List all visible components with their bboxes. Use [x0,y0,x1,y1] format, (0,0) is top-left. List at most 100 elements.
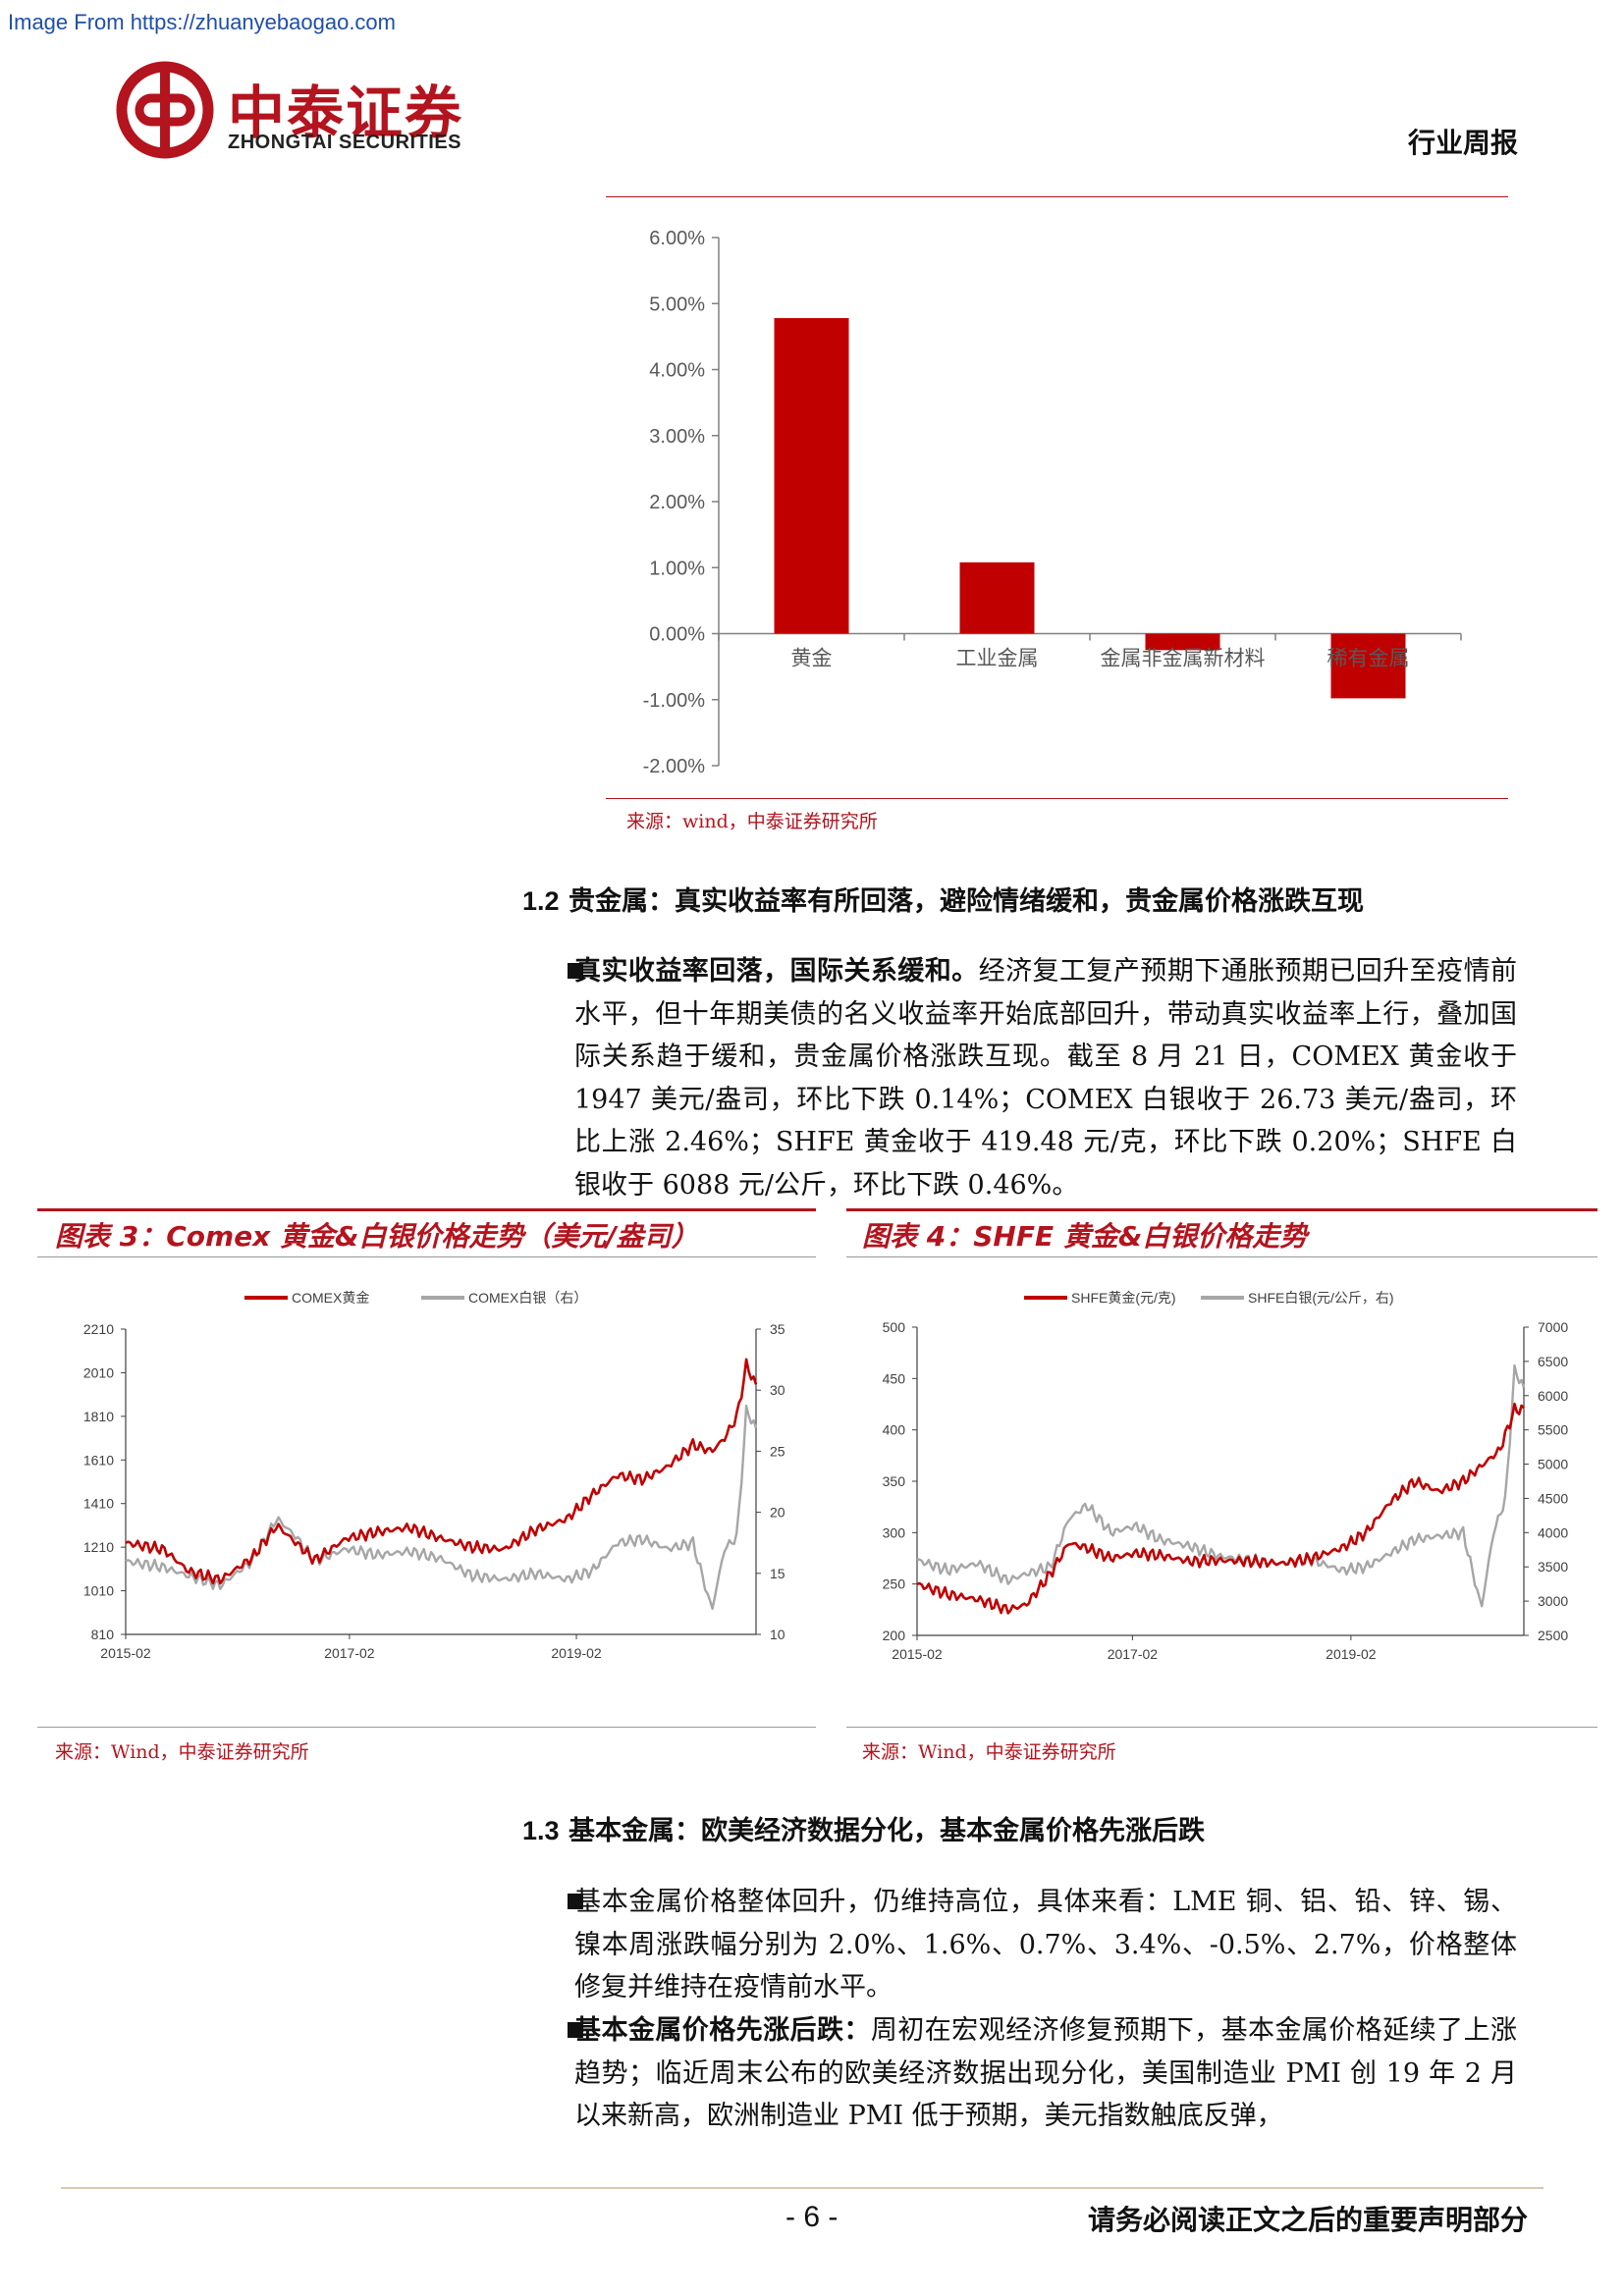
bullet-icon [568,1894,583,1909]
footer-rule [61,2187,1543,2189]
section-number: 1.2 [522,886,560,916]
right-tick-label: 4000 [1538,1524,1568,1540]
left-tick-label: 1610 [83,1452,114,1468]
right-tick-label: 6500 [1538,1354,1568,1369]
left-tick-label: 200 [883,1628,906,1643]
y-tick-label: 5.00% [649,294,705,315]
left-tick-label: 1010 [83,1583,114,1599]
company-logo [116,59,214,165]
bar-chart-source: 来源：wind，中泰证券研究所 [626,811,878,832]
legend-label: SHFE白银(元/公斤，右) [1248,1290,1394,1306]
section-number: 1.3 [522,1816,560,1845]
right-tick-label: 35 [770,1321,785,1337]
figure3-source: 来源：Wind，中泰证券研究所 [55,1741,309,1763]
figure3-title: 图表 3：Comex 黄金&白银价格走势（美元/盎司） [55,1220,699,1253]
left-tick-label: 810 [91,1627,115,1642]
figure3-top-rule [37,1208,816,1211]
page-number: - 6 - [785,2201,839,2233]
series-line [125,1358,758,1585]
right-tick-label: 7000 [1538,1319,1568,1335]
y-tick-label: 1.00% [649,558,705,579]
right-tick-label: 6000 [1538,1388,1568,1404]
legend-label: COMEX黄金 [292,1290,369,1306]
category-label: 工业金属 [956,648,1039,670]
bullet-icon [568,963,583,979]
paragraph-lead: 基本金属价格先涨后跌： [574,2015,871,2046]
report-type: 行业周报 [1407,127,1518,159]
comex-gold-silver-chart: COMEX黄金 COMEX白银（右）22102010181016101410121… [83,1290,785,1661]
base-metals-paragraph-2: 基本金属价格先涨后跌：周初在宏观经济修复预期下，基本金属价格延续了上涨趋势；临近… [574,2009,1517,2138]
y-tick-label: 3.00% [649,426,705,448]
series-line [916,1402,1525,1615]
left-tick-label: 2210 [83,1321,114,1337]
left-tick-label: 450 [883,1370,906,1386]
bar [1330,633,1406,699]
watermark-text: Image From https://zhuanyebaogao.com [8,10,396,34]
y-tick-label: 6.00% [649,228,705,249]
section-1-2-heading: 1.2 贵金属：真实收益率有所回落，避险情绪缓和，贵金属价格涨跌互现 [522,880,1364,918]
x-tick-label: 2019-02 [1326,1646,1377,1662]
bar-chart-bottom-rule [606,798,1508,799]
right-tick-label: 5500 [1538,1422,1568,1438]
category-label: 稀有金属 [1327,648,1410,670]
x-tick-label: 2019-02 [551,1645,602,1661]
base-metals-paragraph-1: 基本金属价格整体回升，仍维持高位，具体来看：LME 铜、铝、铅、锌、锡、镍本周涨… [574,1881,1517,2009]
legend-label: SHFE黄金(元/克) [1071,1290,1176,1306]
logo-english-name: ZHONGTAI SECURITIES [228,132,462,153]
bar [774,318,849,634]
x-tick-label: 2015-02 [100,1645,151,1661]
right-tick-label: 25 [770,1443,785,1459]
section-1-3-heading: 1.3 基本金属：欧美经济数据分化，基本金属价格先涨后跌 [522,1809,1205,1847]
figure4-title-rule [846,1256,1597,1257]
left-tick-label: 500 [883,1319,906,1335]
left-tick-label: 250 [883,1576,906,1592]
paragraph-body: 经济复工复产预期下通胀预期已回升至疫情前水平，但十年期美债的名义收益率开始底部回… [574,956,1518,1201]
x-tick-label: 2017-02 [1108,1646,1159,1662]
y-tick-label: -1.00% [643,690,706,712]
series-line [916,1363,1526,1608]
bar [959,561,1035,634]
figure4-bottom-rule [846,1727,1597,1728]
y-tick-label: 4.00% [649,360,705,382]
figure4-title: 图表 4：SHFE 黄金&白银价格走势 [862,1220,1308,1253]
right-tick-label: 30 [770,1382,785,1398]
right-tick-label: 2500 [1538,1628,1568,1643]
header-rule [606,196,1508,197]
left-tick-label: 300 [883,1524,906,1540]
paragraph-lead: 真实收益率回落，国际关系缓和。 [574,956,979,987]
right-tick-label: 10 [770,1627,785,1642]
right-tick-label: 4500 [1538,1490,1568,1506]
left-tick-label: 1210 [83,1539,114,1555]
left-tick-label: 1810 [83,1409,114,1424]
section-title: 贵金属：真实收益率有所回落，避险情绪缓和，贵金属价格涨跌互现 [568,886,1364,917]
section-title: 基本金属：欧美经济数据分化，基本金属价格先涨后跌 [568,1816,1205,1846]
sector-return-bar-chart: 6.00% 5.00% 4.00% 3.00% 2.00% 1.00% 0.00% -1.00… [643,228,1462,777]
y-tick-label: 0.00% [649,624,705,646]
logo-chinese-name: 中泰证券 [228,80,464,146]
shfe-gold-silver-chart: SHFE黄金(元/克) SHFE白银(元/公斤，右) 500 450 400 350 300… [883,1290,1569,1662]
left-tick-label: 1410 [83,1496,114,1512]
figure3-title-rule [37,1256,816,1257]
figure4-top-rule [846,1208,1597,1211]
x-tick-label: 2015-02 [892,1646,943,1662]
disclaimer-note: 请务必阅读正文之后的重要声明部分 [1087,2204,1528,2236]
y-tick-label: 2.00% [649,492,705,513]
bar [1145,633,1220,651]
precious-metals-paragraph: 真实收益率回落，国际关系缓和。经济复工复产预期下通胀预期已回升至疫情前水平，但十… [574,950,1517,1206]
left-tick-label: 400 [883,1422,906,1438]
y-tick-label: -2.00% [643,756,706,777]
figure3-bottom-rule [37,1727,816,1728]
right-tick-label: 3500 [1538,1559,1568,1575]
left-tick-label: 2010 [83,1364,114,1380]
x-tick-label: 2017-02 [324,1645,375,1661]
right-tick-label: 15 [770,1566,785,1581]
legend-label: COMEX白银（右） [468,1290,587,1306]
right-tick-label: 20 [770,1505,785,1521]
right-tick-label: 5000 [1538,1457,1568,1472]
figure4-source: 来源：Wind，中泰证券研究所 [862,1741,1116,1763]
right-tick-label: 3000 [1538,1593,1568,1609]
category-label: 金属非金属新材料 [1101,648,1266,670]
series-line [125,1404,758,1610]
category-label: 黄金 [791,648,833,670]
paragraph-body: 基本金属价格整体回升，仍维持高位，具体来看：LME 铜、铝、铅、锌、锡、镍本周涨… [574,1887,1517,2002]
